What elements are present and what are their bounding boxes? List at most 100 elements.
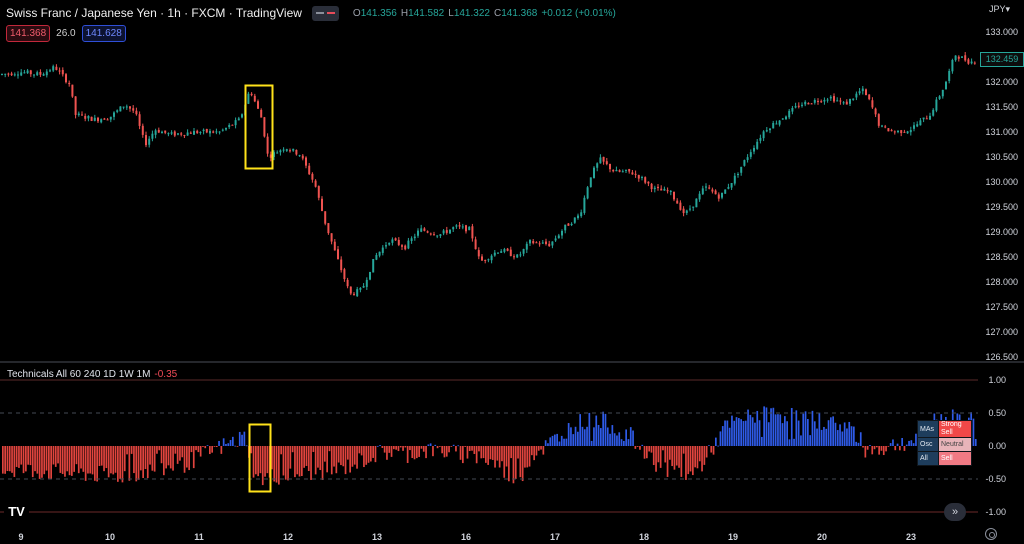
candle-body [631,172,634,175]
candle-body [730,183,733,188]
indicator-bar [319,446,322,471]
indicator-bar [59,446,62,473]
candle-body [641,177,643,179]
indicator-bar [68,446,71,476]
indicator-bar [873,446,876,450]
indicator-bar [514,446,517,479]
candle-body [759,137,762,141]
indicator-bar [215,446,218,448]
indicator-value: -0.35 [154,369,178,380]
candle-body [545,241,547,244]
indicator-bar [756,410,759,446]
indicator-bar [765,407,768,446]
indicator-bar [317,446,319,468]
candle-body [273,152,275,157]
candle-body [260,109,263,118]
indicator-bar [563,438,565,446]
candle-body [673,191,675,200]
indicator-bar [634,446,637,449]
indicator-bar [915,433,917,446]
indicator-bar [349,446,351,473]
indicator-bar [675,446,678,466]
candle-body [61,69,64,75]
price-tick-label: 126.500 [985,352,1018,362]
ohlc-readout: O141.356 H141.582 L141.322 C141.368 +0.0… [352,7,616,19]
currency-selector[interactable]: JPY▾ [988,4,1010,14]
indicator-bar [724,420,726,446]
indicator-bar [298,446,301,477]
scroll-to-realtime-icon[interactable]: » [944,503,966,521]
candle-body [749,152,752,157]
indicator-bar [167,446,170,466]
candle-body [186,132,189,136]
settings-icon[interactable] [985,528,997,540]
axes-layer: 133.000132.500132.000131.500131.000130.5… [0,27,1024,542]
indicator-bar [717,445,719,447]
indicator-bar [126,446,128,455]
symbol-title[interactable]: Swiss Franc / Japanese Yen · 1h · FXCM ·… [6,6,302,20]
indicator-bar [646,446,648,459]
indicator-bar [577,431,579,446]
indicator-bar [669,446,671,460]
indicator-bar [356,446,358,469]
candle-body [81,114,83,116]
indicator-bar [590,440,593,446]
indicator-bar [535,446,538,456]
price-tick-label: 129.000 [985,227,1018,237]
indicator-bar [259,446,262,474]
candle-body [807,102,810,105]
tradingview-logo-icon[interactable]: TV [4,500,29,522]
candle-body [340,259,343,271]
indicator-title[interactable]: Technicals All 60 240 1D 1W 1M -0.35 [7,369,178,380]
indicator-bar [786,421,788,446]
candle-body [500,251,503,253]
candle-body [877,114,880,126]
candle-body [842,102,845,104]
toggle-icon[interactable] [311,5,339,21]
indicator-bar [485,446,487,463]
indicator-bar [137,446,140,480]
indicator-bar [64,446,66,477]
candle-body [535,242,538,244]
candle-body [266,136,269,154]
indicator-bar [843,422,846,446]
candle-body [647,181,650,184]
candle-body [746,157,749,161]
indicator-bar [18,446,20,468]
candle-body [660,188,663,191]
indicator-bar [583,429,586,446]
buy-price-button[interactable]: 141.628 [81,25,126,42]
candle-body [36,72,39,76]
candle-body [698,193,701,200]
indicator-bar [117,446,119,482]
candle-body [570,223,573,226]
indicator-bar [165,446,167,469]
indicator-bar [66,446,69,472]
candle-body [170,132,173,134]
indicator-bar [521,446,524,482]
candle-body [714,190,717,195]
indicator-bar [685,446,687,480]
candle-body [212,131,215,133]
candle-body [58,70,61,72]
sell-price-button[interactable]: 141.368 [6,25,51,42]
indicator-bar [853,426,855,446]
candle-body [468,226,471,231]
indicator-bar [192,446,195,469]
indicator-bar [678,446,680,468]
indicator-bar [848,421,851,446]
indicator-bar [708,445,710,446]
candle-body [49,70,51,72]
indicator-bar [179,446,181,461]
candle-body [317,186,320,198]
candle-body [733,175,736,184]
candle-body [964,55,967,61]
indicator-bar [282,446,285,476]
indicator-bar [694,446,696,468]
indicator-bar [34,446,36,472]
indicator-bar [905,444,908,446]
indicator-bar [425,446,427,459]
candle-body [756,141,759,149]
indicator-bar [728,427,731,446]
